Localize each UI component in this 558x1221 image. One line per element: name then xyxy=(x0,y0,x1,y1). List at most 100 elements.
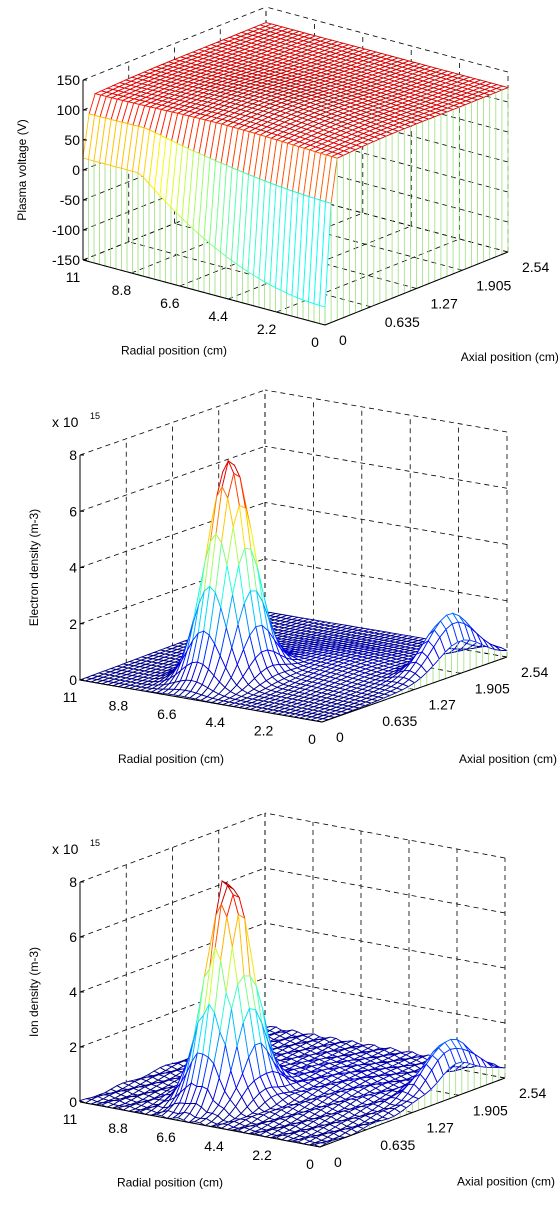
z-axis-label: Electron density (m-3) xyxy=(27,509,41,626)
a-tick-label: 0 xyxy=(339,332,347,348)
y-axis-label: Axial position (cm) xyxy=(459,752,557,766)
z-tick-label: -50 xyxy=(60,192,80,208)
r-tick-label: 4.4 xyxy=(208,308,228,324)
grid-line xyxy=(79,867,266,938)
r-tick-label: 0 xyxy=(306,1156,314,1172)
z-tick-label: 4 xyxy=(69,984,77,1000)
z-exponent: 15 xyxy=(90,838,100,848)
axis-labels: Plasma voltage (V) Radial position (cm) Ax… xyxy=(15,119,558,364)
y-axis-label: Axial position (cm) xyxy=(461,350,558,364)
r-tick-label: 4.4 xyxy=(204,1138,224,1154)
z-tick-label: -150 xyxy=(52,252,80,268)
z-tick-label: 0 xyxy=(72,162,80,178)
grid-line xyxy=(82,6,267,81)
x-axis-label: Radial position (cm) xyxy=(118,752,224,766)
grid-line xyxy=(264,867,506,914)
surface-mesh xyxy=(78,880,506,1148)
r-tick-label: 4.4 xyxy=(205,714,225,730)
z-multiplier: x 10 xyxy=(52,414,79,430)
r-tick-label: 8.8 xyxy=(109,697,129,713)
r-tick-label: 11 xyxy=(63,689,78,705)
z-tick-label: 0 xyxy=(69,672,77,688)
z-tick-label: 100 xyxy=(57,102,81,118)
grid-line xyxy=(79,812,266,883)
grid-line xyxy=(265,6,509,73)
a-axis-line xyxy=(319,1077,506,1148)
a-tick-label: 1.905 xyxy=(473,1102,508,1118)
a-tick-label: 0.635 xyxy=(382,713,417,729)
grid-line xyxy=(264,812,506,859)
z-tick-label: 6 xyxy=(69,929,77,945)
x-axis-label: Radial position (cm) xyxy=(117,1176,223,1190)
grid-line xyxy=(264,445,508,489)
grid-line xyxy=(264,614,508,658)
z-tick-label: -100 xyxy=(52,222,80,238)
grid-line xyxy=(79,389,266,456)
r-tick-label: 0 xyxy=(308,731,316,747)
z-exponent: 15 xyxy=(90,411,100,421)
grid-line xyxy=(264,558,508,602)
surface-mesh xyxy=(78,459,508,723)
r-tick-label: 6.6 xyxy=(156,1129,176,1145)
z-tick-label: 50 xyxy=(64,132,80,148)
surface-mesh xyxy=(82,22,510,308)
surface-cell xyxy=(313,1142,328,1148)
z-tick-label: 150 xyxy=(57,72,81,88)
r-axis-line xyxy=(79,679,323,723)
z-tick-label: 8 xyxy=(69,874,77,890)
axis-labels: Ion density (m-3) Radial position (cm) Axi… xyxy=(27,838,555,1190)
z-tick-label: 4 xyxy=(69,560,77,576)
a-tick-label: 1.27 xyxy=(429,697,456,713)
x-axis-label: Radial position (cm) xyxy=(121,344,227,358)
a-tick-label: 0 xyxy=(334,1154,342,1170)
r-axis-line xyxy=(82,259,326,326)
r-axis-line xyxy=(79,1101,321,1148)
a-tick-label: 0.635 xyxy=(385,314,420,330)
grid-line xyxy=(79,445,266,512)
axis-labels: Electron density (m-3) Radial position (c… xyxy=(27,411,557,766)
r-tick-label: 8.8 xyxy=(112,282,132,298)
z-axis-label: Ion density (m-3) xyxy=(27,947,41,1037)
a-tick-label: 0 xyxy=(336,729,344,745)
grid-line xyxy=(264,977,506,1024)
z-axis-label: Plasma voltage (V) xyxy=(15,119,29,220)
a-tick-label: 2.54 xyxy=(521,664,548,680)
z-tick-label: 6 xyxy=(69,503,77,519)
grid-line xyxy=(179,212,363,287)
grid-line xyxy=(264,922,506,969)
z-tick-label: 2 xyxy=(69,1039,77,1055)
grid-line xyxy=(228,225,412,300)
r-tick-label: 11 xyxy=(63,1111,78,1127)
y-axis-label: Axial position (cm) xyxy=(457,1175,555,1189)
z-tick-label: 8 xyxy=(69,447,77,463)
a-tick-label: 2.54 xyxy=(522,259,549,275)
a-tick-label: 2.54 xyxy=(519,1085,546,1101)
a-axis-line xyxy=(324,251,509,326)
grid-line xyxy=(264,1032,506,1079)
a-tick-label: 1.905 xyxy=(475,680,510,696)
z-multiplier: x 10 xyxy=(52,841,79,857)
a-tick-label: 1.905 xyxy=(476,277,511,293)
grid-line xyxy=(128,241,371,308)
a-tick-label: 1.27 xyxy=(427,1120,454,1136)
r-tick-label: 8.8 xyxy=(108,1120,128,1136)
z-tick-label: 2 xyxy=(69,616,77,632)
grid-line xyxy=(264,502,508,545)
surface-cell xyxy=(319,201,332,308)
r-tick-label: 0 xyxy=(311,334,319,350)
r-tick-label: 2.2 xyxy=(254,723,274,739)
a-tick-label: 0.635 xyxy=(380,1137,415,1153)
r-tick-label: 6.6 xyxy=(157,706,177,722)
grid-line xyxy=(264,389,508,433)
r-tick-label: 6.6 xyxy=(160,295,180,311)
r-tick-label: 2.2 xyxy=(252,1147,272,1163)
a-tick-label: 1.27 xyxy=(431,296,458,312)
surface-curtain xyxy=(82,87,509,325)
